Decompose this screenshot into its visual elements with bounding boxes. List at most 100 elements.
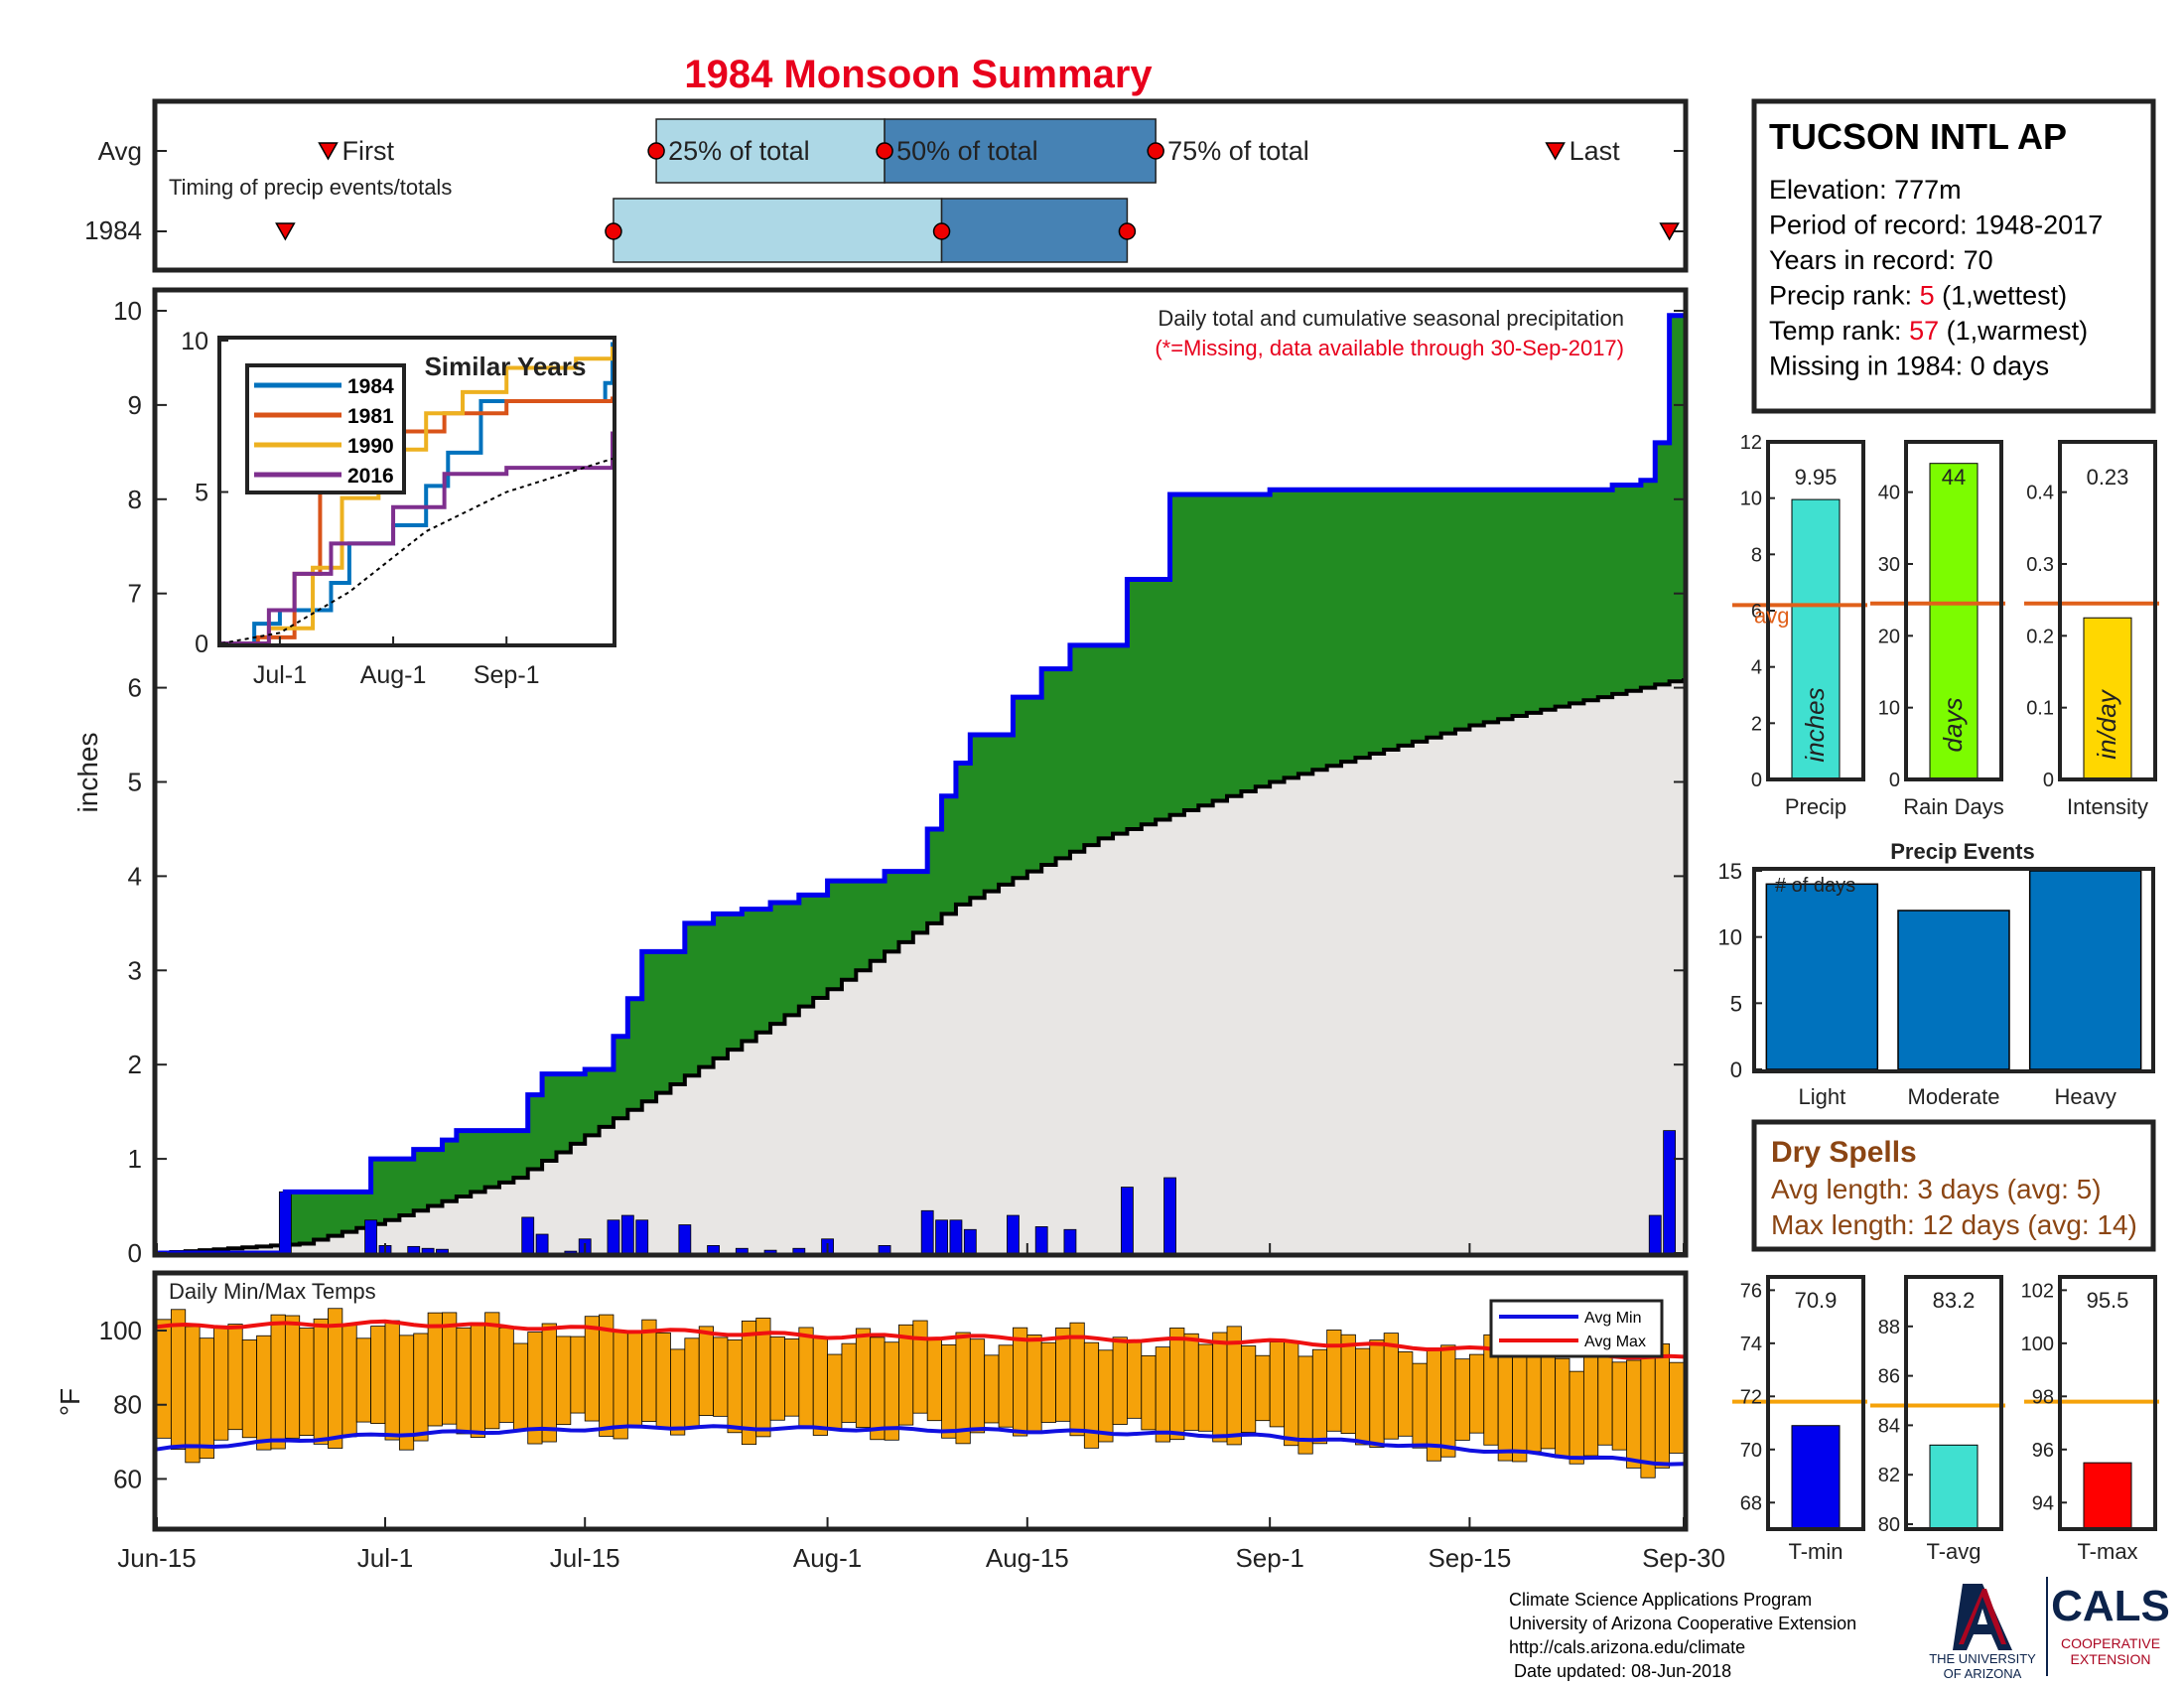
inset-ytick-label: 0	[195, 631, 208, 658]
daily-temp-bar	[456, 1327, 472, 1435]
inset-average-line	[220, 457, 614, 644]
daily-temp-bar	[827, 1353, 843, 1431]
daily-temp-bar	[413, 1333, 429, 1442]
station-frame	[1751, 98, 2156, 414]
station-line: Temp rank: 57 (1,warmest)	[1769, 316, 2088, 346]
daily-temp-bar	[470, 1322, 485, 1438]
daily-temp-bar	[984, 1354, 1000, 1424]
footer-line-4: Date updated: 08-Jun-2018	[1509, 1661, 1731, 1681]
cals-sub-1: COOPERATIVE	[2061, 1635, 2160, 1651]
daily-temp-bar	[1169, 1328, 1185, 1441]
summary-panel-rain-days: 44 Rain Days days 0 10 20 30 40	[1870, 440, 2005, 819]
daily-temp-bar	[670, 1348, 686, 1436]
daily-temp-bar	[1340, 1334, 1356, 1435]
daily-temp-bar	[355, 1337, 372, 1423]
main-ytick-label: 6	[128, 673, 142, 703]
temp-summary-frame	[1766, 1275, 1865, 1531]
daily-temp-bar	[1069, 1322, 1085, 1437]
average-area	[157, 678, 1684, 1253]
daily-precip-bar	[920, 1209, 934, 1254]
daily-temp-bar	[1569, 1370, 1584, 1465]
daily-temp-bar	[1468, 1353, 1485, 1434]
temp-summary-bar	[1929, 1444, 1979, 1530]
daily-temp-bar	[1155, 1346, 1170, 1443]
main-ytick-label: 10	[113, 296, 142, 326]
events-tick-label: 10	[1718, 925, 1742, 950]
daily-temp-bar	[727, 1339, 743, 1434]
timing-panel: Avg 1984 Timing of precip events/totals …	[84, 98, 1689, 273]
timing-p50-marker	[876, 142, 893, 160]
summary-tick-label: 0	[2043, 770, 2054, 791]
summary-panel-intensity: 0.23 Intensity in/day 0 0.1 0.2 0.3 0.4	[2024, 440, 2159, 819]
temp-summary-name-label: T-avg	[1926, 1539, 1980, 1564]
daily-precip-bar	[1007, 1214, 1020, 1254]
daily-temp-bar	[1098, 1349, 1114, 1443]
daily-temp-bar	[941, 1344, 957, 1439]
daily-temp-bar	[870, 1336, 886, 1441]
main-missing-note: (*=Missing, data available through 30-Se…	[1155, 336, 1624, 360]
summary-tick-label: 0.3	[2026, 554, 2054, 576]
footer: Climate Science Applications Program Uni…	[1509, 1577, 2170, 1681]
daily-precip-bar	[792, 1247, 806, 1254]
main-ytick-label: 4	[128, 861, 142, 891]
temp-summary-value-label: 70.9	[1795, 1288, 1838, 1313]
timing-row-label-year: 1984	[84, 215, 142, 245]
summary-tick-label: 0.1	[2026, 698, 2054, 720]
daily-temp-bar	[1269, 1341, 1285, 1428]
events-tick-label: 15	[1718, 859, 1742, 884]
daily-temp-bar	[655, 1332, 671, 1429]
daily-temp-bar	[1454, 1358, 1470, 1441]
summary-tick-label: 10	[1740, 489, 1762, 510]
daily-temp-bar	[912, 1320, 928, 1414]
daily-temp-bar	[1398, 1351, 1414, 1437]
events-category-label: Heavy	[2054, 1084, 2116, 1109]
ua-logo-text-2: OF ARIZONA	[1944, 1666, 2022, 1681]
events-bar-moderate	[1897, 910, 2010, 1070]
timing-p25-marker	[647, 142, 665, 160]
xtick-label: Aug-15	[986, 1543, 1069, 1573]
temp-summary-tick-label: 86	[1878, 1366, 1900, 1388]
footer-line-2: University of Arizona Cooperative Extens…	[1509, 1614, 1856, 1633]
temp-summary-frame	[2058, 1275, 2157, 1531]
temp-summary-panel-t-max: 95.5 T-max 94 96 98 100 102	[2021, 1275, 2159, 1564]
timing-label-p75: 75% of total	[1167, 136, 1309, 166]
summary-tick-label: 4	[1751, 657, 1762, 679]
timing-p75-marker	[1147, 142, 1164, 160]
temp-summary-tick-label: 68	[1740, 1492, 1762, 1514]
events-ylabel: # of days	[1775, 875, 1855, 897]
daily-temp-bar	[313, 1318, 329, 1445]
daily-temp-bar	[199, 1337, 214, 1460]
legend-avg-max: Avg Max	[1584, 1334, 1646, 1350]
daily-temp-bar	[1311, 1348, 1328, 1445]
daily-temp-bar	[1369, 1339, 1385, 1448]
summary-unit-label: in/day	[2092, 688, 2121, 759]
daily-temp-bar	[442, 1312, 458, 1425]
summary-tick-label: 0	[1889, 770, 1900, 791]
daily-temp-bar	[185, 1326, 201, 1464]
timing-label-first: First	[341, 136, 394, 166]
timing-box-25-50	[655, 118, 886, 184]
daily-precip-bar	[1121, 1187, 1134, 1254]
temp-layer	[156, 1308, 1685, 1478]
main-ytick-label: 5	[128, 767, 142, 796]
station-info-box: TUCSON INTL AP Elevation: 777m Period of …	[1751, 98, 2156, 414]
temp-summary-name-label: T-min	[1789, 1539, 1843, 1564]
main-ytick-label: 2	[128, 1050, 142, 1079]
timing-p50-marker	[932, 222, 951, 240]
daily-precip-bar	[1648, 1214, 1662, 1254]
daily-temp-bar	[1026, 1335, 1042, 1434]
summary-frame	[2058, 440, 2157, 781]
timing-box-25-50	[613, 198, 943, 263]
similar-years-inset: Similar Years 1984 1981 1990 2016 0 5 10 Jul-1…	[181, 328, 616, 689]
xtick-label: Sep-1	[1235, 1543, 1303, 1573]
temp-summary-value-label: 83.2	[1933, 1288, 1976, 1313]
daily-precip-bar	[436, 1248, 449, 1254]
legend-avg-min: Avg Min	[1584, 1310, 1642, 1327]
temp-summary-tick-label: 82	[1878, 1465, 1900, 1486]
timing-row-label-avg: Avg	[98, 136, 142, 166]
daily-temp-bar	[427, 1312, 443, 1427]
daily-temp-bar	[955, 1332, 971, 1445]
daily-temp-bar	[698, 1326, 714, 1416]
daily-temp-bar	[769, 1336, 785, 1421]
daily-temp-bar	[784, 1337, 800, 1417]
